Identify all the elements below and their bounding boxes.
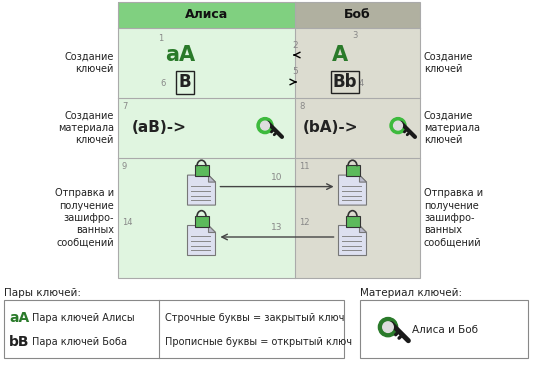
Text: bB: bB [9, 335, 29, 349]
Text: 14: 14 [122, 218, 132, 227]
Text: 3: 3 [352, 31, 357, 40]
Bar [194, 165, 208, 176]
Text: Bb: Bb [333, 73, 357, 91]
Bar [295, 2, 420, 278]
Text: 11: 11 [299, 162, 310, 171]
Polygon shape [208, 225, 216, 232]
Text: Прописные буквы = открытый ключ: Прописные буквы = открытый ключ [165, 337, 352, 347]
Text: 13: 13 [271, 224, 282, 232]
Polygon shape [187, 225, 216, 256]
Text: 8: 8 [299, 102, 304, 111]
Text: Отправка и
получение
зашифро-
ванных
сообщений: Отправка и получение зашифро- ванных соо… [424, 188, 483, 248]
Text: Строчные буквы = закрытый ключ: Строчные буквы = закрытый ключ [165, 313, 344, 323]
Text: Боб: Боб [344, 9, 371, 22]
Text: А: А [332, 45, 348, 65]
Text: Алиса: Алиса [185, 9, 228, 22]
Text: (bА)->: (bА)-> [303, 121, 358, 135]
Text: Материал ключей:: Материал ключей: [360, 288, 462, 298]
Bar [118, 2, 420, 278]
Text: аА: аА [9, 311, 29, 325]
Text: Пара ключей Алисы: Пара ключей Алисы [32, 313, 135, 323]
Bar [4, 300, 344, 358]
Text: Пара ключей Боба: Пара ключей Боба [32, 337, 127, 347]
Circle shape [390, 118, 406, 134]
Text: Алиса и Боб: Алиса и Боб [412, 325, 478, 335]
Circle shape [394, 121, 403, 130]
Circle shape [383, 322, 393, 333]
Bar [345, 165, 359, 176]
Text: 6: 6 [160, 79, 166, 88]
Bar [295, 2, 420, 28]
Text: Создание
ключей: Создание ключей [424, 52, 473, 74]
Text: 2: 2 [292, 41, 298, 49]
Polygon shape [208, 175, 216, 182]
Polygon shape [359, 175, 366, 182]
Text: B: B [179, 73, 191, 91]
Bar [118, 2, 295, 278]
Text: 9: 9 [122, 162, 127, 171]
Text: Создание
материала
ключей: Создание материала ключей [424, 110, 480, 145]
Text: Отправка и
получение
зашифро-
ванных
сообщений: Отправка и получение зашифро- ванных соо… [55, 188, 114, 248]
Circle shape [257, 118, 273, 134]
Text: аА: аА [165, 45, 195, 65]
Bar [360, 300, 528, 358]
Polygon shape [339, 175, 366, 205]
Polygon shape [359, 225, 366, 232]
Text: 7: 7 [122, 102, 128, 111]
Text: Пары ключей:: Пары ключей: [4, 288, 81, 298]
Polygon shape [339, 225, 366, 256]
Text: 12: 12 [299, 218, 310, 227]
Bar [118, 2, 295, 28]
Circle shape [261, 121, 269, 130]
Text: (аB)->: (аB)-> [132, 121, 187, 135]
Text: 10: 10 [271, 173, 282, 182]
Text: 4: 4 [359, 79, 364, 88]
Bar [345, 216, 359, 227]
Bar [194, 216, 208, 227]
Polygon shape [187, 175, 216, 205]
Text: 5: 5 [292, 67, 298, 77]
Text: Создание
ключей: Создание ключей [65, 52, 114, 74]
Text: 1: 1 [158, 34, 163, 43]
Circle shape [379, 318, 398, 337]
Text: Создание
материала
ключей: Создание материала ключей [58, 110, 114, 145]
